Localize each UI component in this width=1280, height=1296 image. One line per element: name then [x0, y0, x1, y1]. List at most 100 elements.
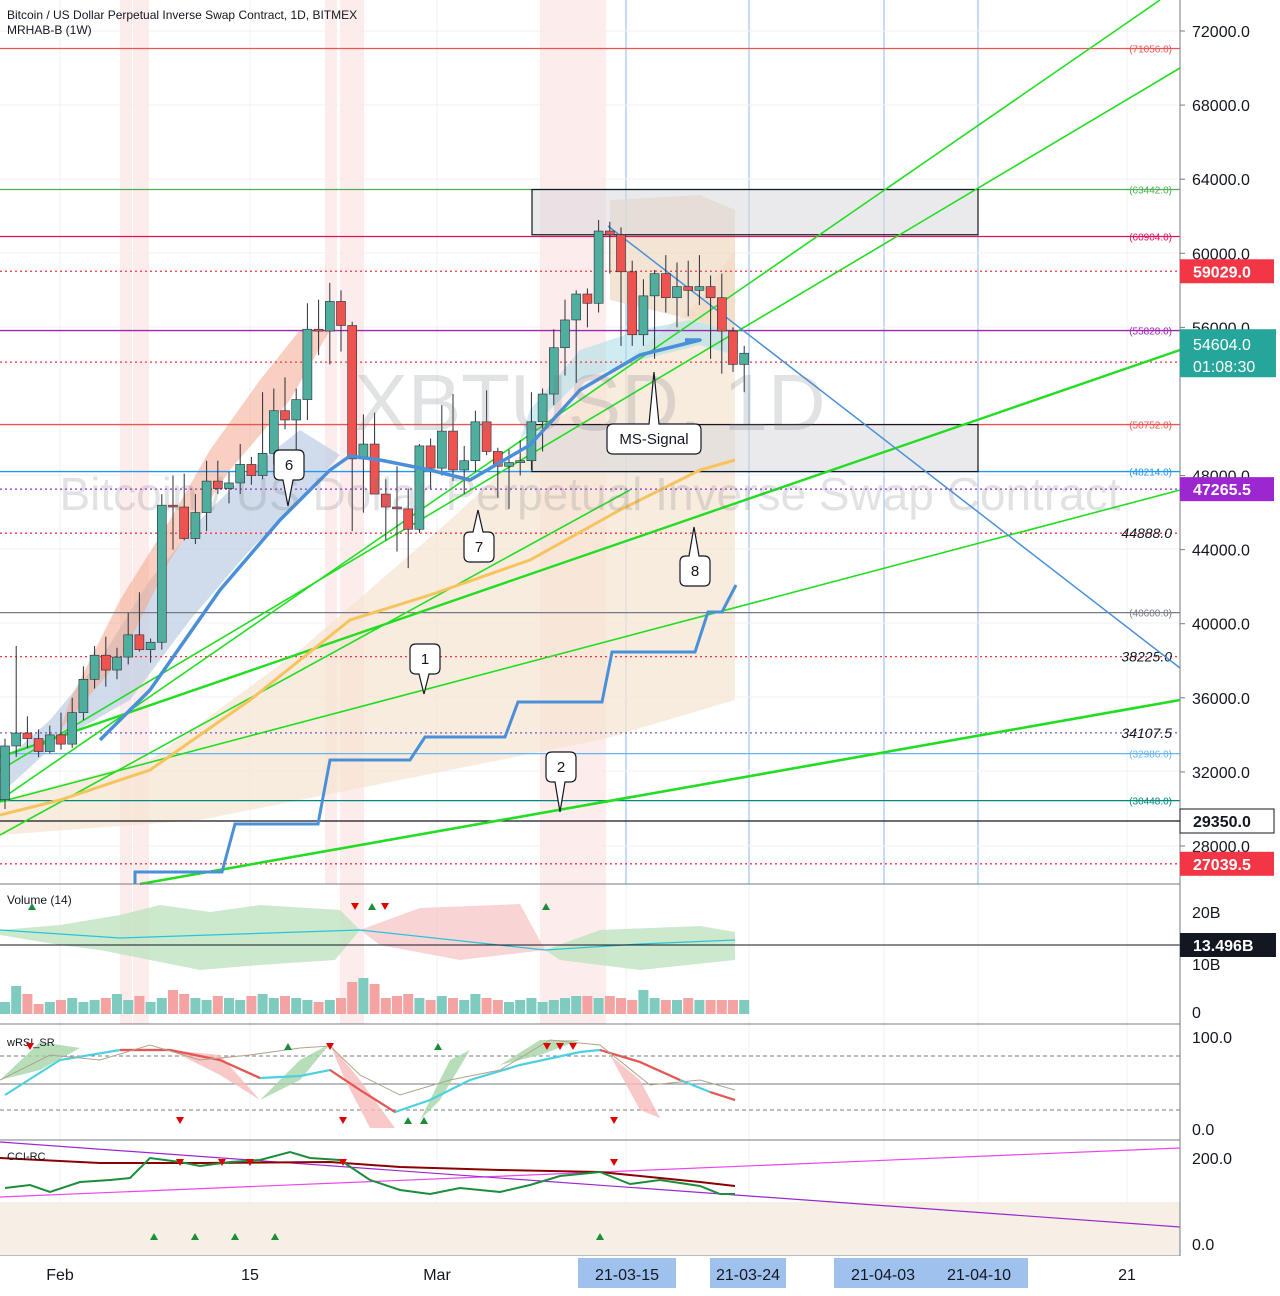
candle-body — [728, 330, 738, 365]
candle-body — [280, 410, 290, 421]
volume-bar — [481, 998, 492, 1014]
price-axis[interactable]: 72000.068000.064000.060000.056000.048000… — [1179, 0, 1280, 1296]
candle-body — [672, 286, 682, 299]
candle-body — [22, 732, 33, 739]
time-tick-label: Feb — [46, 1267, 74, 1284]
date-marker-bg[interactable] — [578, 1258, 676, 1288]
wrsi-tick-label: 0.0 — [1192, 1122, 1214, 1139]
level-badge-label[interactable]: 27039.5 — [1193, 857, 1251, 874]
rsi-signal — [0, 1039, 736, 1096]
candle-body — [44, 734, 55, 752]
cci-arrow-up — [271, 1233, 279, 1240]
annotation-2-label: 2 — [557, 759, 565, 776]
date-marker-label[interactable]: 21-03-24 — [716, 1267, 780, 1284]
volume-bar — [291, 998, 302, 1014]
date-marker-bg[interactable] — [834, 1258, 932, 1288]
volume-bar — [392, 996, 402, 1014]
volume-bar — [403, 994, 414, 1014]
horizontal-levels[interactable]: (71056.0) (63442.0) (60904.0) (55828.0) (507… — [0, 44, 1180, 865]
current-price-value[interactable]: 54604.0 — [1193, 337, 1251, 354]
trend-line-green[interactable] — [0, 489, 631, 836]
time-axis[interactable]: Feb 15 Mar 21 21-03-15 21-03-24 21-04-03 21-04-… — [0, 1256, 1280, 1296]
volume-bar — [224, 998, 234, 1014]
annotation-8-bubble[interactable] — [679, 526, 711, 587]
signal-arrow-up — [542, 903, 550, 910]
candle-body — [627, 271, 638, 336]
trend-lines[interactable] — [0, 0, 1181, 886]
trend-line-green[interactable] — [0, 489, 1181, 803]
level-badge-label[interactable]: 59029.0 — [1193, 264, 1251, 281]
rsi-cloud — [330, 1044, 395, 1128]
cci-tick-label: 200.0 — [1192, 1151, 1232, 1168]
annotation-1-bubble[interactable] — [409, 643, 441, 695]
level-badge-bg[interactable] — [1180, 259, 1274, 284]
level-badge-bg[interactable] — [1180, 851, 1274, 876]
indicator-label: MRHAB-B (1W) — [7, 23, 92, 37]
level-badge-bg[interactable] — [1179, 808, 1275, 834]
watermark-symbol: XBTUSD, 1D — [354, 358, 825, 447]
volume-tick-label: 10B — [1192, 957, 1220, 974]
volume-bar — [660, 1000, 671, 1014]
annotations[interactable]: XBTUSD, 1D Bitcoin / US Dollar Perpetual … — [59, 358, 1121, 813]
candle-body — [560, 319, 570, 349]
rsi-arrow-down — [26, 1043, 34, 1050]
volume-bar — [425, 1000, 436, 1014]
date-marker-bg[interactable] — [710, 1258, 786, 1288]
candle-body — [302, 328, 313, 400]
trend-line-green[interactable] — [0, 0, 1161, 801]
volume-bar — [336, 998, 346, 1014]
trend-line-green[interactable] — [139, 698, 1181, 886]
price-tick-label: 60000.0 — [1192, 246, 1250, 263]
cci-tick-label: 0.0 — [1192, 1237, 1214, 1254]
candle-body — [0, 745, 10, 800]
volume-bar — [716, 1000, 727, 1014]
trend-line-green[interactable] — [0, 348, 1181, 759]
candle-body — [380, 493, 391, 508]
candle-body — [425, 445, 436, 469]
candle-body — [268, 410, 279, 454]
annotation-1-label: 1 — [421, 651, 429, 668]
candle-body — [392, 506, 402, 510]
volume-bar — [492, 1000, 503, 1014]
level-label: (50752.0) — [1129, 421, 1172, 432]
trend-line-blue[interactable] — [607, 225, 1181, 669]
countdown-timer[interactable]: 01:08:30 — [1193, 359, 1255, 376]
annotation-2-bubble[interactable] — [545, 751, 577, 813]
date-marker-label[interactable]: 21-03-15 — [595, 1267, 659, 1284]
date-marker-label[interactable]: 21-04-03 — [851, 1267, 915, 1284]
current-price-badge[interactable] — [1180, 329, 1276, 378]
zone-box[interactable] — [531, 188, 979, 236]
candle-body — [459, 460, 470, 471]
volume-badge-bg[interactable] — [1180, 933, 1276, 957]
level-badge-bg[interactable] — [1180, 477, 1274, 502]
volume-bar — [134, 996, 145, 1014]
trend-line-green[interactable] — [0, 67, 1181, 771]
rsi-cloud — [420, 1050, 470, 1120]
volume-bar — [593, 998, 604, 1014]
date-marker-label[interactable]: 21-04-10 — [947, 1267, 1011, 1284]
supply-demand-zones[interactable] — [531, 188, 979, 473]
level-label: (48214.0) — [1129, 468, 1172, 479]
zone-box[interactable] — [531, 423, 979, 473]
date-marker-bg[interactable] — [930, 1258, 1028, 1288]
moving-average-blue — [98, 338, 702, 742]
level-badge-label[interactable]: 47265.5 — [1193, 482, 1251, 499]
candle-body — [67, 712, 77, 745]
volume-badge-label[interactable]: 13.496B — [1193, 938, 1254, 955]
candle-body — [101, 654, 111, 671]
cci-arrow-down — [339, 1159, 347, 1166]
level-label: (63442.0) — [1129, 186, 1172, 197]
candles — [0, 219, 750, 809]
volume-bar — [324, 1000, 335, 1014]
annotation-ms-signal-bubble[interactable] — [606, 371, 702, 455]
candle-body — [190, 512, 201, 539]
highlight-column — [120, 0, 132, 884]
candle-body — [235, 464, 245, 484]
annotation-6-bubble[interactable] — [273, 449, 305, 507]
candle-body — [504, 462, 514, 467]
rsi-arrow-down — [339, 1117, 347, 1124]
volume-bar — [257, 994, 268, 1014]
level-badge-label[interactable]: 29350.0 — [1193, 814, 1251, 831]
annotation-7-bubble[interactable] — [463, 509, 495, 563]
